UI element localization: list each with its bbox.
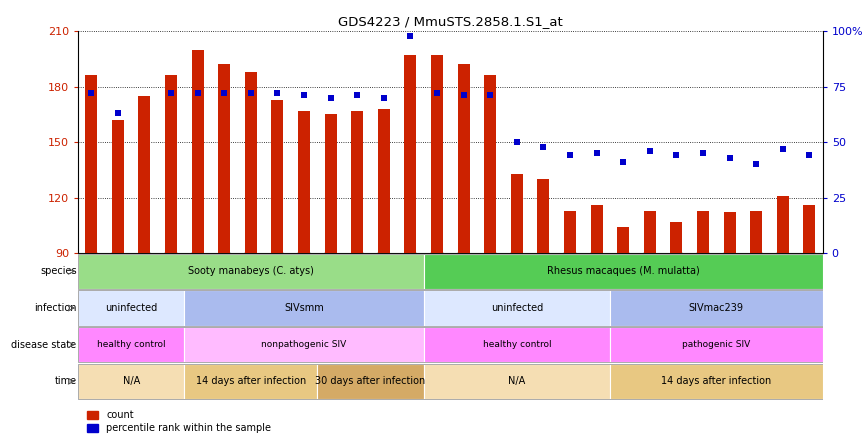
Bar xyxy=(78,327,184,362)
Bar xyxy=(423,364,610,399)
Text: species: species xyxy=(40,266,76,277)
Bar xyxy=(804,205,816,253)
Bar xyxy=(325,115,337,253)
Text: SIVmac239: SIVmac239 xyxy=(688,303,744,313)
Text: disease state: disease state xyxy=(11,340,76,350)
Bar xyxy=(112,120,124,253)
Bar xyxy=(317,364,423,399)
Bar xyxy=(352,111,363,253)
Bar xyxy=(538,179,549,253)
Bar xyxy=(191,50,204,253)
Bar xyxy=(298,111,310,253)
Text: uninfected: uninfected xyxy=(105,303,158,313)
Bar xyxy=(218,64,230,253)
Bar xyxy=(78,254,823,289)
Text: 30 days after infection: 30 days after infection xyxy=(315,376,426,386)
Bar xyxy=(184,364,317,399)
Bar xyxy=(78,327,823,362)
Bar xyxy=(610,327,823,362)
Bar xyxy=(78,290,184,325)
Bar xyxy=(78,254,423,289)
Text: uninfected: uninfected xyxy=(491,303,543,313)
Bar xyxy=(378,109,390,253)
Bar xyxy=(724,212,735,253)
Bar xyxy=(404,55,417,253)
Bar xyxy=(643,210,656,253)
Bar xyxy=(245,72,257,253)
Bar xyxy=(423,254,823,289)
Bar xyxy=(564,210,576,253)
Bar xyxy=(431,55,443,253)
Text: pathogenic SIV: pathogenic SIV xyxy=(682,340,751,349)
Text: nonpathogenic SIV: nonpathogenic SIV xyxy=(262,340,346,349)
Bar xyxy=(777,196,789,253)
Text: N/A: N/A xyxy=(122,376,139,386)
Bar xyxy=(184,327,423,362)
Text: N/A: N/A xyxy=(508,376,526,386)
Bar xyxy=(457,64,469,253)
Bar xyxy=(511,174,523,253)
Bar xyxy=(610,290,823,325)
Bar xyxy=(78,290,823,325)
Bar xyxy=(139,96,151,253)
Bar xyxy=(670,222,682,253)
Text: healthy control: healthy control xyxy=(482,340,551,349)
Bar xyxy=(271,99,283,253)
Bar xyxy=(591,205,603,253)
Text: Rhesus macaques (M. mulatta): Rhesus macaques (M. mulatta) xyxy=(546,266,700,277)
Text: time: time xyxy=(55,376,76,386)
Bar xyxy=(697,210,709,253)
Text: 14 days after infection: 14 days after infection xyxy=(196,376,306,386)
Text: infection: infection xyxy=(34,303,76,313)
Legend: count, percentile rank within the sample: count, percentile rank within the sample xyxy=(83,406,275,437)
Bar xyxy=(165,75,177,253)
Title: GDS4223 / MmuSTS.2858.1.S1_at: GDS4223 / MmuSTS.2858.1.S1_at xyxy=(338,16,563,28)
Bar xyxy=(184,290,423,325)
Bar xyxy=(423,327,610,362)
Bar xyxy=(85,75,97,253)
Text: healthy control: healthy control xyxy=(97,340,165,349)
Bar xyxy=(484,75,496,253)
Bar xyxy=(78,364,823,399)
Text: 14 days after infection: 14 days after infection xyxy=(661,376,772,386)
Text: Sooty manabeys (C. atys): Sooty manabeys (C. atys) xyxy=(188,266,313,277)
Text: SIVsmm: SIVsmm xyxy=(284,303,324,313)
Bar xyxy=(617,227,630,253)
Bar xyxy=(750,210,762,253)
Bar xyxy=(78,364,184,399)
Bar xyxy=(423,290,610,325)
Bar xyxy=(610,364,823,399)
